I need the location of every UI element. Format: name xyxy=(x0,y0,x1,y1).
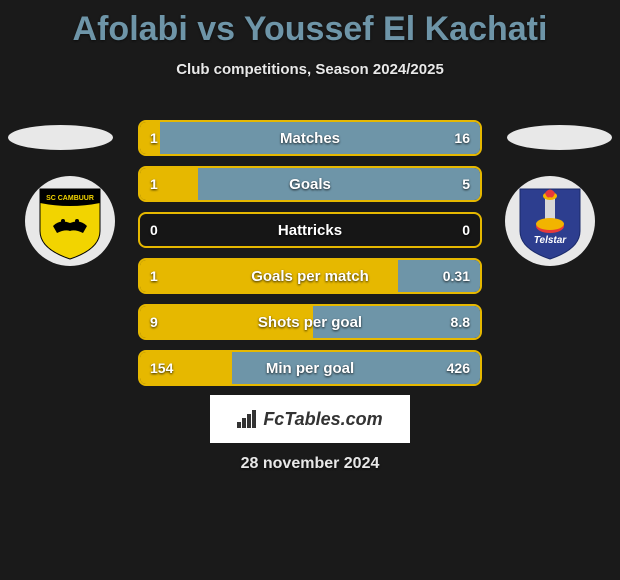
stat-right-value: 426 xyxy=(447,360,470,376)
stat-row: 1Matches16 xyxy=(138,120,482,156)
club2-badge: Telstar xyxy=(505,176,595,266)
svg-text:Telstar: Telstar xyxy=(534,235,568,246)
player2-marker xyxy=(507,125,612,150)
club1-shield-icon: SC CAMBUUR xyxy=(35,181,105,261)
club2-shield-icon: Telstar xyxy=(515,181,585,261)
stat-row: 9Shots per goal8.8 xyxy=(138,304,482,340)
stat-right-value: 0 xyxy=(462,222,470,238)
stat-right-value: 5 xyxy=(462,176,470,192)
branding-text: FcTables.com xyxy=(263,409,382,430)
stat-row: 1Goals5 xyxy=(138,166,482,202)
stat-label: Min per goal xyxy=(140,360,480,377)
player1-marker xyxy=(8,125,113,150)
stat-right-value: 8.8 xyxy=(451,314,470,330)
stat-right-value: 16 xyxy=(454,130,470,146)
club1-badge: SC CAMBUUR xyxy=(25,176,115,266)
stat-label: Goals per match xyxy=(140,268,480,285)
stat-label: Shots per goal xyxy=(140,314,480,331)
stat-label: Matches xyxy=(140,130,480,147)
stat-row: 1Goals per match0.31 xyxy=(138,258,482,294)
chart-icon xyxy=(237,410,257,428)
subtitle: Club competitions, Season 2024/2025 xyxy=(0,61,620,78)
branding-box: FcTables.com xyxy=(210,395,410,443)
page-title: Afolabi vs Youssef El Kachati xyxy=(0,0,620,49)
stat-label: Goals xyxy=(140,176,480,193)
stat-right-value: 0.31 xyxy=(443,268,470,284)
svg-text:SC CAMBUUR: SC CAMBUUR xyxy=(46,195,94,202)
stats-container: 1Matches16 1Goals5 0Hattricks0 1Goals per m… xyxy=(138,120,482,396)
stat-row: 154Min per goal426 xyxy=(138,350,482,386)
date-text: 28 november 2024 xyxy=(0,455,620,473)
stat-row: 0Hattricks0 xyxy=(138,212,482,248)
stat-label: Hattricks xyxy=(140,222,480,239)
